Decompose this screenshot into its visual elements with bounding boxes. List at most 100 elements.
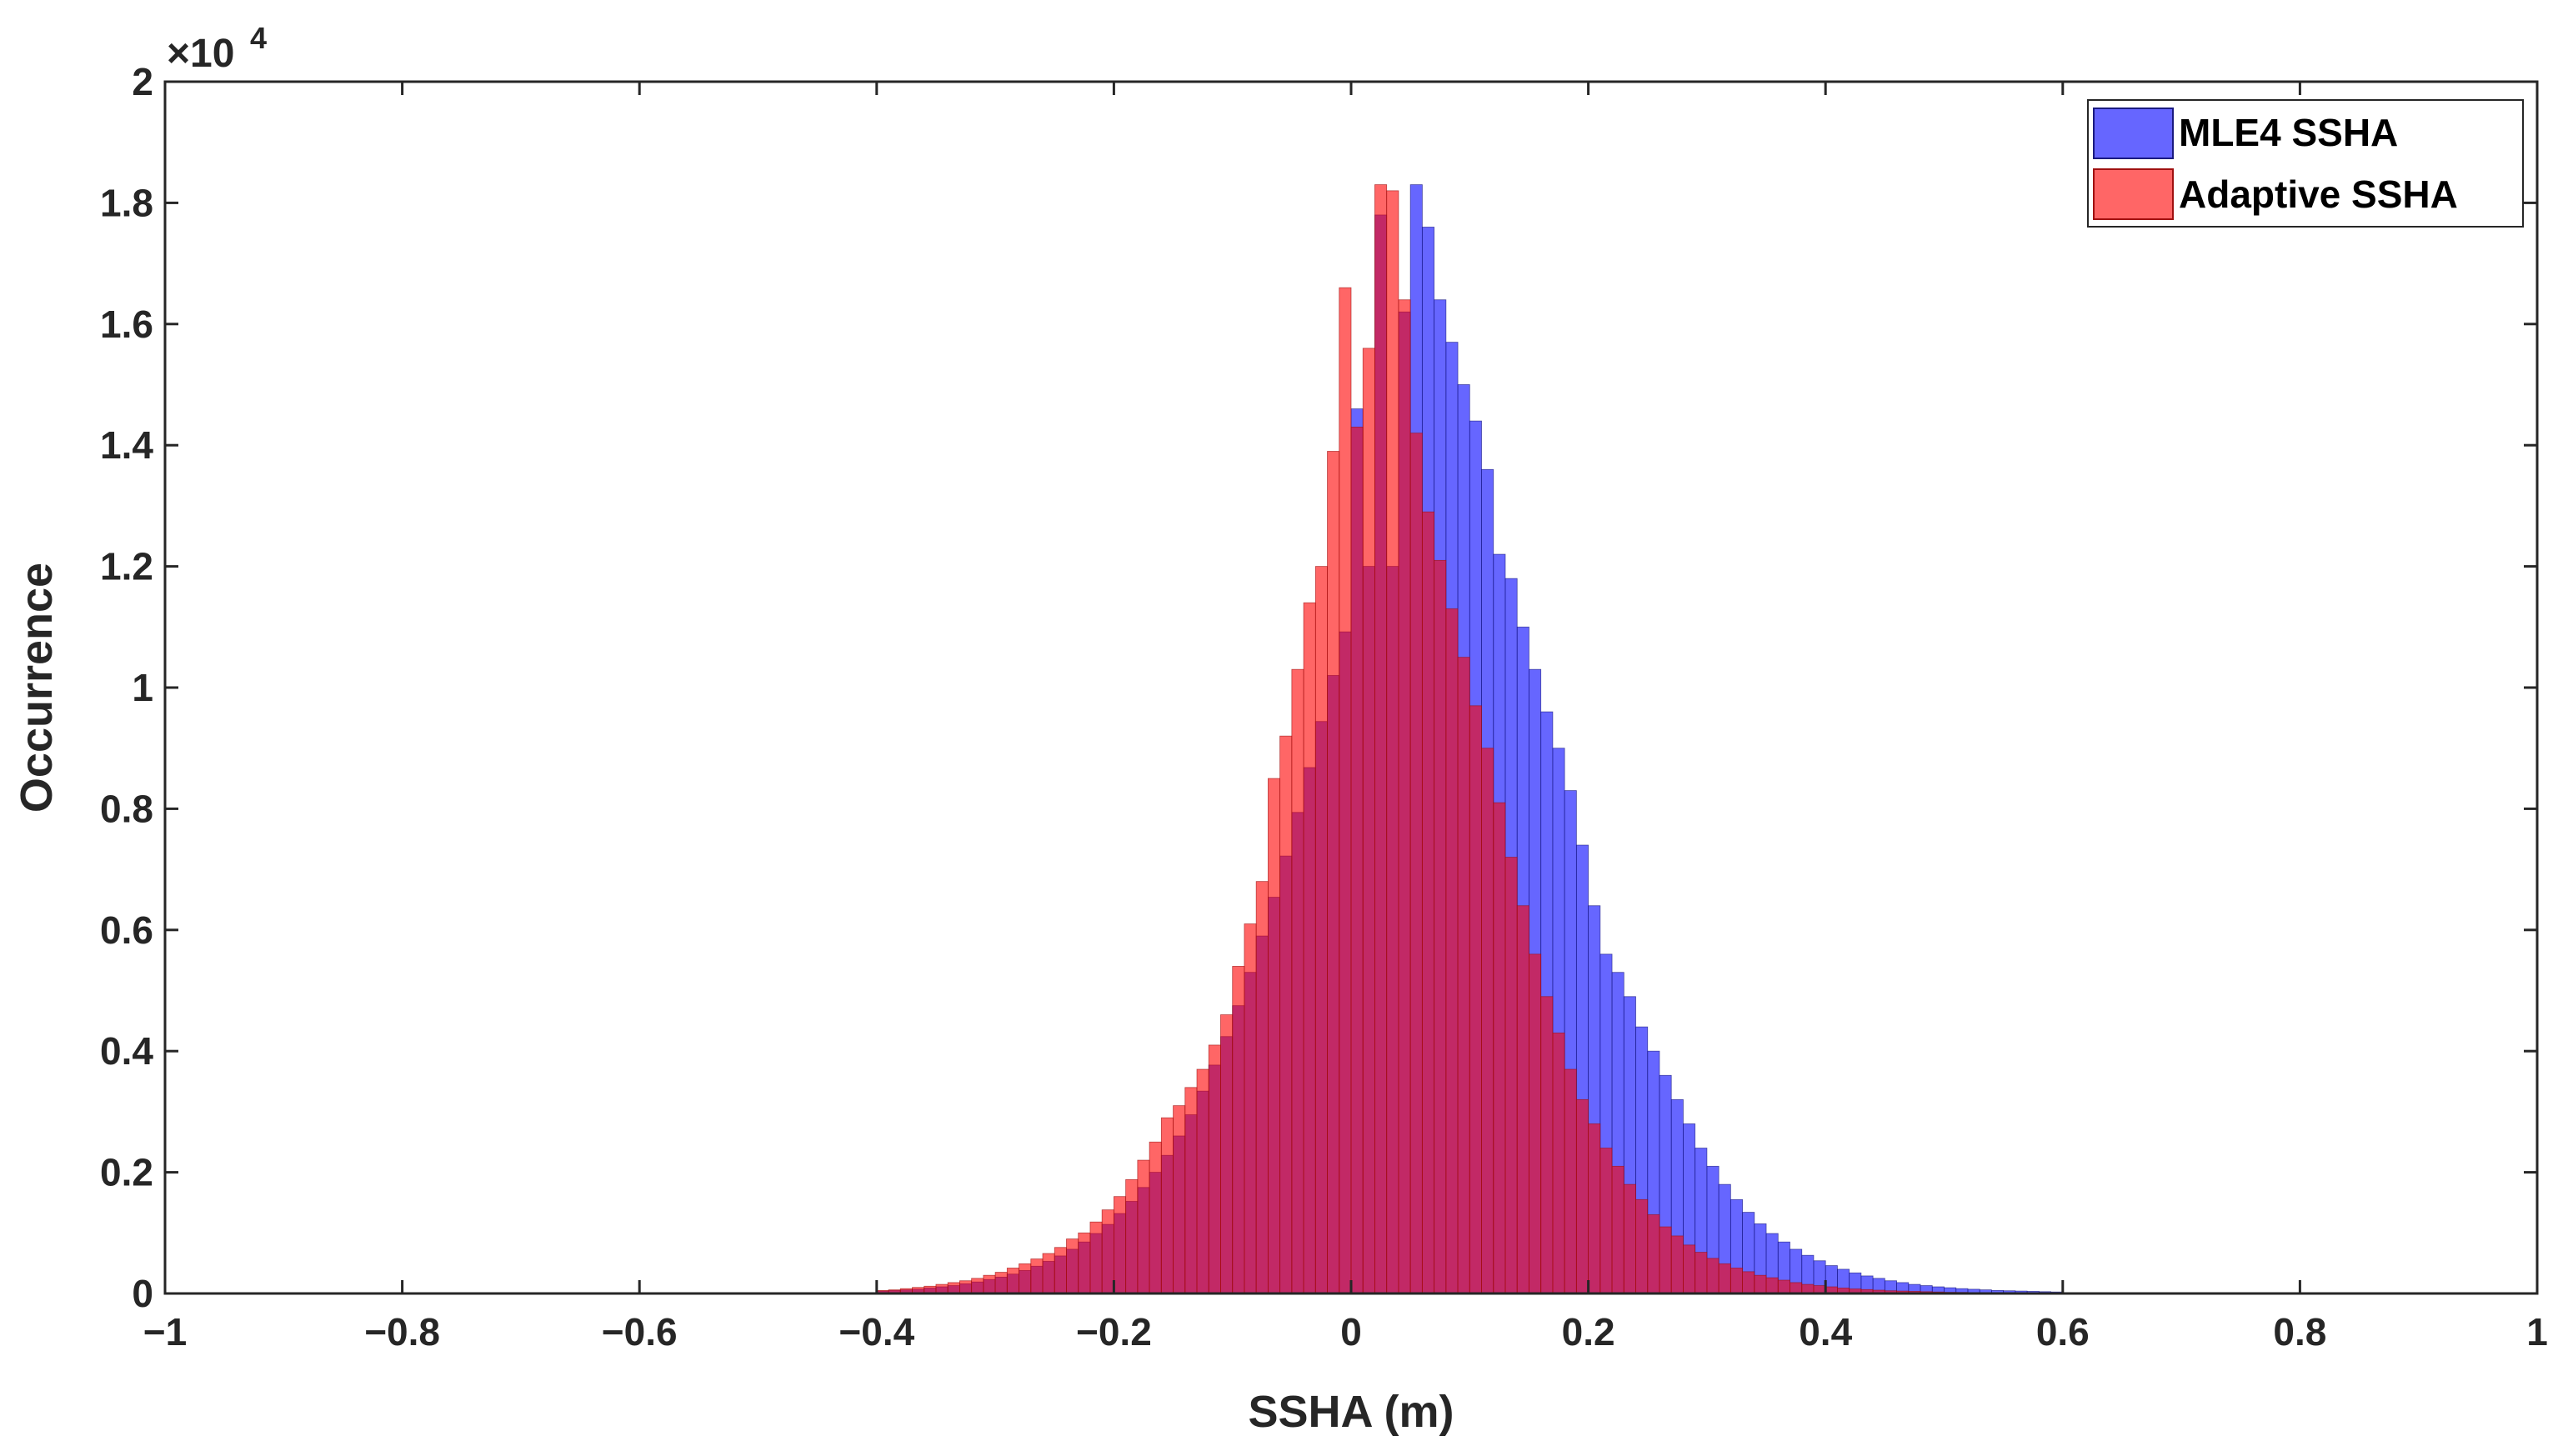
adaptive-histogram-bar <box>1185 1088 1197 1293</box>
adaptive-histogram-bar <box>1648 1214 1659 1293</box>
adaptive-histogram-bar <box>1719 1263 1730 1293</box>
adaptive-histogram-bar <box>1482 748 1494 1293</box>
adaptive-histogram-bar <box>1659 1227 1671 1293</box>
adaptive-histogram-bar <box>1707 1258 1719 1293</box>
adaptive-histogram-bar <box>1114 1197 1125 1293</box>
adaptive-histogram-bar <box>1636 1199 1648 1293</box>
adaptive-histogram-bar <box>984 1275 995 1293</box>
x-tick-label: −0.2 <box>1076 1310 1152 1353</box>
adaptive-histogram-bar <box>1399 300 1410 1293</box>
y-tick-label: 0 <box>132 1272 153 1315</box>
adaptive-histogram-bar <box>1624 1184 1635 1293</box>
legend-swatch-mle4 <box>2094 108 2173 158</box>
adaptive-histogram-bar <box>1410 433 1422 1293</box>
adaptive-histogram-bar <box>1304 603 1315 1293</box>
adaptive-histogram-bar <box>1553 1033 1564 1293</box>
adaptive-histogram-bar <box>1589 1123 1600 1293</box>
adaptive-histogram-bar <box>1755 1275 1766 1293</box>
adaptive-histogram-bar <box>1743 1272 1755 1293</box>
legend-label-adaptive: Adaptive SSHA <box>2179 173 2458 216</box>
adaptive-histogram-bar <box>1469 706 1481 1293</box>
x-tick-label: 0.2 <box>1562 1310 1615 1353</box>
adaptive-histogram-bar <box>936 1284 948 1293</box>
adaptive-histogram-bar <box>959 1281 971 1293</box>
adaptive-histogram-bar <box>1220 1015 1232 1293</box>
adaptive-histogram-bar <box>1256 882 1268 1293</box>
adaptive-histogram-bar <box>1778 1280 1790 1293</box>
x-tick-label: 0.4 <box>1799 1310 1852 1353</box>
x-tick-label: 1 <box>2526 1310 2548 1353</box>
legend-swatch-adaptive <box>2094 169 2173 219</box>
y-exponent-label: ×10 <box>167 32 234 76</box>
legend-label-mle4: MLE4 SSHA <box>2179 111 2398 154</box>
adaptive-histogram-bar <box>1328 451 1339 1293</box>
adaptive-histogram-bar <box>972 1278 984 1293</box>
adaptive-histogram-bar <box>1138 1160 1149 1293</box>
x-tick-label: 0 <box>1340 1310 1362 1353</box>
adaptive-histogram-bar <box>1600 1148 1612 1293</box>
adaptive-histogram-bar <box>1541 997 1553 1293</box>
adaptive-histogram-bar <box>1374 185 1386 1293</box>
adaptive-histogram-bar <box>1458 658 1469 1293</box>
y-tick-label: 0.8 <box>100 787 153 830</box>
adaptive-histogram-bar <box>1671 1236 1683 1293</box>
adaptive-histogram-bar <box>1576 1099 1588 1293</box>
adaptive-histogram-bar <box>1233 966 1244 1293</box>
y-tick-label: 1.4 <box>100 423 153 467</box>
adaptive-histogram-bar <box>1446 608 1458 1293</box>
adaptive-histogram-bar <box>1066 1239 1078 1293</box>
adaptive-histogram-bar <box>1007 1268 1019 1293</box>
adaptive-histogram-bar <box>1683 1245 1694 1293</box>
y-tick-label: 0.6 <box>100 908 153 952</box>
adaptive-histogram-bar <box>1363 348 1374 1293</box>
adaptive-histogram-bar <box>1268 778 1279 1293</box>
x-tick-label: 0.6 <box>2036 1310 2090 1353</box>
x-tick-label: −0.8 <box>364 1310 440 1353</box>
adaptive-histogram-bar <box>1043 1253 1054 1293</box>
adaptive-histogram-bar <box>1126 1179 1138 1293</box>
adaptive-histogram-bar <box>1517 906 1529 1293</box>
adaptive-histogram-bar <box>1494 803 1505 1293</box>
y-tick-label: 0.2 <box>100 1151 153 1194</box>
adaptive-histogram-bar <box>1790 1283 1802 1293</box>
y-tick-label: 1 <box>132 666 153 709</box>
adaptive-histogram-bar <box>1079 1233 1090 1293</box>
adaptive-histogram-bar <box>1197 1069 1209 1293</box>
adaptive-histogram-bar <box>1031 1259 1043 1293</box>
adaptive-histogram-bar <box>1161 1118 1173 1293</box>
adaptive-histogram-bar <box>1564 1069 1576 1293</box>
adaptive-histogram-bar <box>1505 858 1517 1293</box>
adaptive-histogram-bar <box>1149 1142 1161 1293</box>
adaptive-histogram-bar <box>1209 1045 1220 1293</box>
adaptive-histogram-bar <box>1054 1248 1066 1293</box>
adaptive-histogram-bar <box>1612 1166 1624 1293</box>
adaptive-histogram-bar <box>1695 1253 1707 1293</box>
adaptive-histogram-bar <box>1102 1210 1114 1293</box>
adaptive-histogram-bar <box>1730 1268 1742 1293</box>
y-tick-label: 1.2 <box>100 545 153 588</box>
x-tick-label: 0.8 <box>2273 1310 2326 1353</box>
y-tick-label: 1.6 <box>100 303 153 346</box>
legend: MLE4 SSHA Adaptive SSHA <box>2088 100 2523 227</box>
adaptive-histogram-bar <box>1351 427 1363 1293</box>
x-tick-label: −0.6 <box>602 1310 678 1353</box>
adaptive-histogram-bar <box>1315 567 1327 1293</box>
adaptive-histogram-bar <box>1529 954 1540 1293</box>
adaptive-histogram-bar <box>1422 512 1434 1293</box>
y-exponent-power: 4 <box>250 21 267 55</box>
x-axis-title: SSHA (m) <box>1248 1387 1454 1437</box>
y-tick-label: 2 <box>132 60 153 103</box>
adaptive-histogram-bar <box>948 1283 959 1293</box>
adaptive-histogram-bar <box>1802 1284 1814 1293</box>
adaptive-histogram-bar <box>1244 924 1256 1293</box>
y-axis-title: Occurrence <box>12 563 62 813</box>
adaptive-histogram-bar <box>1339 288 1351 1293</box>
adaptive-histogram-bar <box>1019 1263 1031 1293</box>
adaptive-histogram-bar <box>1387 191 1399 1293</box>
adaptive-histogram-bar <box>995 1273 1007 1293</box>
adaptive-histogram-bar <box>1766 1278 1778 1293</box>
adaptive-histogram-bar <box>1280 736 1292 1293</box>
adaptive-histogram-bar <box>1292 669 1304 1293</box>
